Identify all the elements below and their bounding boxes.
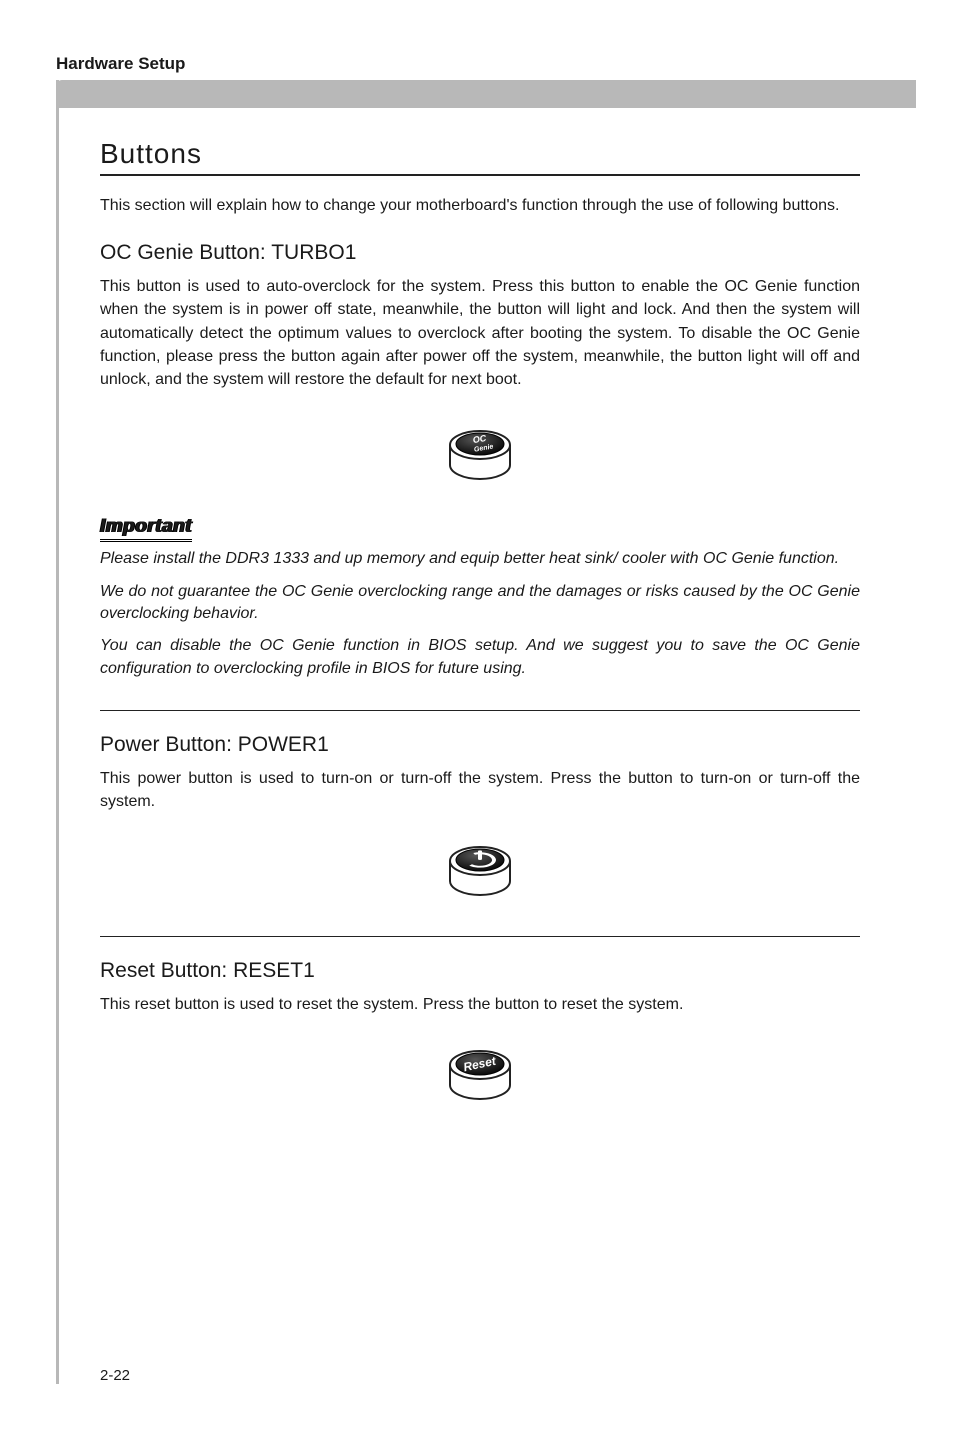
page-title: Buttons (100, 138, 860, 176)
page-header: Hardware Setup (56, 52, 916, 80)
power-button-figure (100, 831, 860, 906)
important-note-3: You can disable the OC Genie function in… (100, 635, 860, 680)
important-note-2: We do not guarantee the OC Genie overclo… (100, 581, 860, 626)
power-button-icon (440, 831, 520, 901)
important-note-1: Please install the DDR3 1333 and up memo… (100, 548, 860, 570)
important-heading: Important (100, 516, 192, 542)
oc-genie-heading: OC Genie Button: TURBO1 (100, 241, 860, 265)
intro-paragraph: This section will explain how to change … (100, 194, 860, 217)
reset-button-figure: Reset (100, 1035, 860, 1110)
power-heading: Power Button: POWER1 (100, 733, 860, 757)
header-grey-bar (56, 80, 916, 108)
page-number: 2-22 (100, 1367, 130, 1384)
left-margin-border (56, 80, 59, 1384)
oc-genie-paragraph: This button is used to auto-overclock fo… (100, 275, 860, 391)
divider-2 (100, 936, 860, 937)
power-paragraph: This power button is used to turn-on or … (100, 767, 860, 813)
oc-genie-button-figure: OC Genie (100, 415, 860, 490)
divider-1 (100, 710, 860, 711)
oc-genie-button-icon: OC Genie (440, 415, 520, 485)
reset-heading: Reset Button: RESET1 (100, 959, 860, 983)
reset-paragraph: This reset button is used to reset the s… (100, 993, 860, 1016)
reset-button-icon: Reset (440, 1035, 520, 1105)
